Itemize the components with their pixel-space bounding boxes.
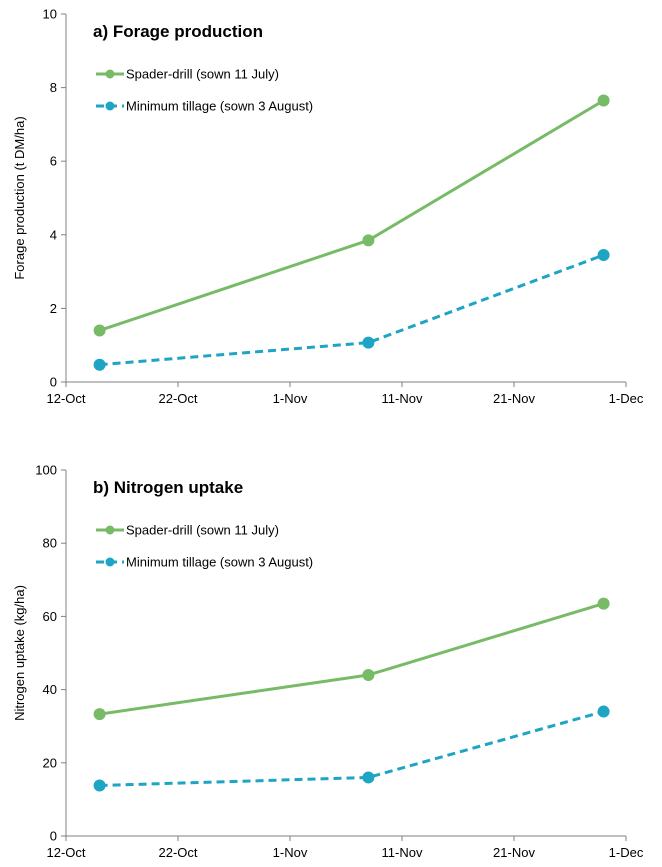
forage-x-tick-label: 22-Oct [158,391,197,406]
forage-y-tick-label: 2 [50,301,57,316]
nitrogen-minimum-tillage-point [93,779,106,792]
forage-legend-spader-drill-marker [105,69,115,79]
nitrogen-chart: 0 20 40 60 80 100 12-Oct 22-Oct 1-Nov 11-Nov 21-No… [12,463,644,861]
nitrogen-y-tick-label: 60 [43,609,57,624]
forage-legend-minimum-tillage-label: Minimum tillage (sown 3 August) [126,99,313,114]
nitrogen-x-tick-label: 11-Nov [382,845,423,860]
forage-legend-minimum-tillage-marker [105,101,115,111]
forage-minimum-tillage-line [99,253,605,367]
nitrogen-legend-spader-drill-marker [105,525,115,535]
nitrogen-x-tick-label: 22-Oct [158,845,197,860]
forage-x-tick-label: 11-Nov [382,391,423,406]
nitrogen-legend-spader-drill-label: Spader-drill (sown 11 July) [126,523,279,538]
nitrogen-y-tick-label: 40 [43,682,57,697]
nitrogen-y-tick-label: 100 [35,463,57,478]
forage-spader-drill-line [99,99,605,332]
nitrogen-x-tick-label: 1-Nov [273,845,308,860]
nitrogen-chart-title: b) Nitrogen uptake [93,478,243,497]
nitrogen-y-tick-label: 80 [43,536,57,551]
forage-x-tick-label: 21-Nov [493,391,535,406]
forage-chart-title: a) Forage production [93,22,263,41]
nitrogen-y-tick-label: 0 [50,829,57,844]
forage-spader-drill-point [597,94,610,107]
nitrogen-spader-drill-line [99,602,605,716]
nitrogen-spader-drill-point [597,597,610,610]
forage-y-axis-title: Forage production (t DM/ha) [12,116,27,279]
nitrogen-spader-drill-point [93,708,106,721]
forage-x-tick-label: 12-Oct [46,391,85,406]
forage-x-tick-label: 1-Nov [273,391,308,406]
forage-y-tick-label: 6 [50,154,57,169]
forage-y-tick-label: 10 [43,7,57,22]
forage-spader-drill-point [93,324,106,337]
forage-minimum-tillage-point [597,249,610,262]
nitrogen-y-tick-label: 20 [43,755,57,770]
forage-y-tick-label: 8 [50,80,57,95]
forage-spader-drill-point [362,234,375,247]
forage-minimum-tillage-point [93,358,106,371]
forage-y-tick-label: 0 [50,375,57,390]
forage-minimum-tillage-point [362,336,375,349]
nitrogen-legend-minimum-tillage-label: Minimum tillage (sown 3 August) [126,555,313,570]
nitrogen-y-axis-title: Nitrogen uptake (kg/ha) [12,585,27,721]
nitrogen-minimum-tillage-point [597,705,610,718]
nitrogen-spader-drill-point [362,668,375,681]
nitrogen-legend-minimum-tillage-marker [105,557,115,567]
nitrogen-minimum-tillage-point [362,771,375,784]
nitrogen-x-tick-label: 1-Dec [609,845,644,860]
forage-chart: 0 2 4 6 8 10 12-Oct 22-Oct 1-Nov 11-Nov 21-Nov 1-De… [12,7,644,407]
nitrogen-x-tick-label: 21-Nov [493,845,535,860]
forage-x-tick-label: 1-Dec [609,391,644,406]
forage-legend-spader-drill-label: Spader-drill (sown 11 July) [126,67,279,82]
nitrogen-x-tick-label: 12-Oct [46,845,85,860]
nitrogen-minimum-tillage-line [99,710,605,787]
forage-y-tick-label: 4 [50,227,57,242]
